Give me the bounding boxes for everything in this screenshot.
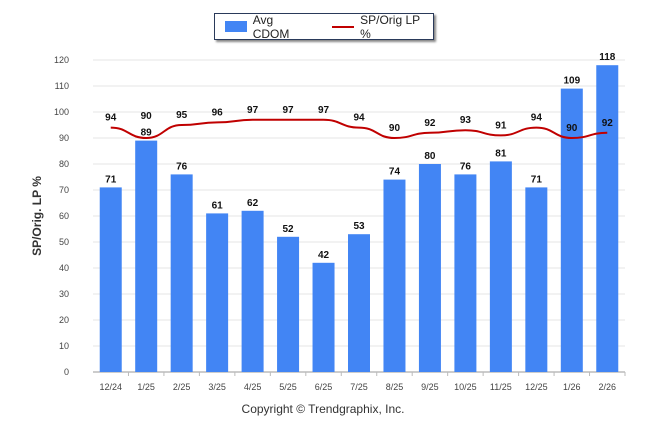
line-value-label: 90 [389,123,401,134]
line-value-label: 92 [424,118,436,129]
x-tick-label: 7/25 [350,382,368,392]
bar-value-label: 42 [318,250,330,261]
x-tick-label: 5/25 [279,382,297,392]
y-tick-label: 80 [59,159,69,169]
x-tick-label: 10/25 [454,382,477,392]
x-tick-label: 4/25 [244,382,262,392]
copyright: Copyright © Trendgraphix, Inc. [241,402,405,416]
x-tick-label: 12/24 [99,382,122,392]
bar-value-label: 62 [247,198,259,209]
bar [596,65,619,372]
line-value-label: 97 [283,105,295,116]
x-tick-label: 2/26 [599,382,617,392]
y-tick-label: 30 [59,289,69,299]
x-tick-label: 8/25 [386,382,404,392]
line-value-label: 94 [531,113,543,124]
y-tick-label: 0 [64,367,69,377]
legend-swatch-avg-cdom [225,21,247,32]
y-tick-label: 40 [59,263,69,273]
bar [206,213,229,372]
y-tick-label: 20 [59,315,69,325]
bar-value-label: 71 [531,174,543,185]
bar [170,174,193,372]
bar [525,187,548,372]
line-value-label: 95 [176,110,188,121]
bar [241,210,264,372]
y-tick-label: 120 [54,55,69,65]
line-value-label: 90 [141,111,153,122]
bar-value-label: 71 [105,174,117,185]
bar-value-label: 61 [212,200,224,211]
bar [99,187,122,372]
x-tick-label: 1/25 [137,382,155,392]
legend-label-avg-cdom: Avg CDOM [252,12,290,41]
line-value-label: 94 [353,113,365,124]
line-value-label: 96 [212,107,224,118]
x-tick-label: 9/25 [421,382,439,392]
x-tick-label: 11/25 [490,382,512,392]
y-tick-label: 50 [59,237,69,247]
bar-value-label: 52 [283,224,295,235]
y-tick-label: 10 [59,341,69,351]
y-tick-label: 90 [59,133,69,143]
x-tick-label: 6/25 [315,382,333,392]
x-tick-label: 2/25 [173,382,191,392]
x-tick-label: 12/25 [525,382,548,392]
line-value-label: 97 [247,105,259,116]
y-tick-label: 70 [59,185,69,195]
bar [277,236,300,372]
line-value-label: 92 [602,118,614,129]
y-tick-label: 60 [59,211,69,221]
bar [454,174,477,372]
bar [135,140,158,372]
bar-value-label: 89 [141,128,153,139]
bar-value-label: 53 [353,221,365,232]
bar [383,179,406,372]
bar-value-label: 109 [563,76,580,87]
line-series-sp-orig [110,118,608,140]
x-tick-label: 3/25 [208,382,226,392]
bar [560,88,583,372]
y-axis-label: SP/Orig. LP % [30,176,44,256]
y-tick-label: 110 [55,81,69,91]
line-value-label: 90 [566,123,578,134]
legend-label-sp-orig: SP/Orig LP % [360,12,420,41]
line-value-label: 91 [495,120,507,131]
bar [312,262,335,372]
bar-value-label: 81 [495,148,507,159]
bar-value-label: 76 [176,161,188,172]
bar [489,161,512,372]
line-value-label: 93 [460,115,472,126]
legend-swatch-sp-orig [332,25,355,28]
bar [348,234,370,372]
y-tick-label: 100 [54,107,69,117]
bar-value-label: 76 [460,161,472,172]
bar [418,164,441,372]
bar-value-label: 74 [389,167,401,178]
bar-value-label: 80 [424,151,436,162]
x-tick-label: 1/26 [563,382,581,392]
line-value-label: 94 [105,113,117,124]
line-value-label: 97 [318,105,330,116]
bar-value-label: 118 [599,52,616,63]
legend: Avg CDOM SP/Orig LP % [214,12,434,41]
